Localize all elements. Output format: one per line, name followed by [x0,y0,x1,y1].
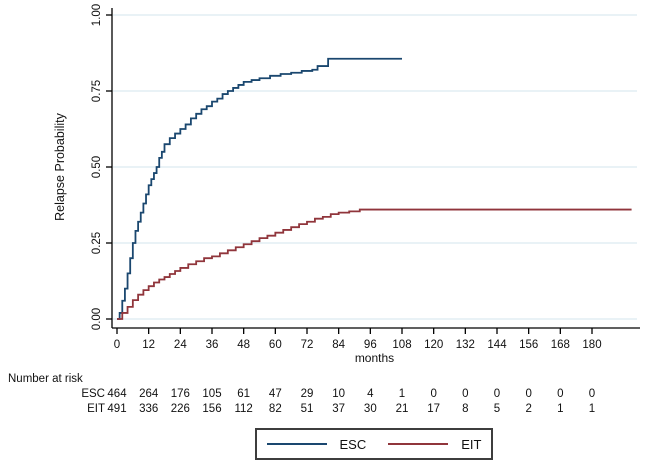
risk-value: 47 [268,388,282,400]
risk-table-title: Number at risk [8,373,83,385]
x-tick-label: 132 [456,339,475,351]
risk-value: 17 [427,403,441,415]
km-plot-svg: 0.00 0.25 0.50 0.75 1.00 0 12 24 36 48 60 72 84 96 108… [91,4,640,351]
esc-line-swatch [266,443,327,445]
legend: ESC EIT [255,428,493,460]
x-tick-label: 72 [301,339,314,351]
eit-curve [117,208,632,320]
eit-line-swatch [388,443,449,445]
x-tick-label: 24 [174,339,187,351]
risk-value: 112 [234,403,253,415]
risk-row-label: ESC [81,388,105,400]
risk-value: 61 [237,388,251,400]
legend-item-eit: EIT [388,437,481,452]
y-tick-label: 1.00 [91,4,103,26]
x-tick-label: 180 [582,339,601,351]
risk-value: 2 [525,403,532,415]
risk-value: 10 [332,388,346,400]
risk-value: 8 [462,403,469,415]
risk-value: 176 [170,388,190,400]
y-tick-label: 0.00 [91,308,103,330]
risk-value: 0 [430,388,437,400]
risk-row-label: EIT [87,403,105,415]
x-tick-label: 120 [424,339,443,351]
x-tick-label: 144 [487,339,507,351]
risk-value: 156 [202,403,222,415]
legend-item-esc: ESC [266,436,367,452]
risk-value: 21 [395,403,409,415]
risk-value: 82 [268,403,282,415]
legend-label-esc: ESC [339,436,367,452]
x-tick-label: 84 [332,339,345,351]
risk-value: 30 [363,403,377,415]
x-tick-label: 156 [519,339,538,351]
risk-value: 1 [557,403,564,415]
legend-label-eit: EIT [461,436,482,452]
x-tick-label: 36 [206,339,219,351]
y-tick-label: 0.50 [91,156,103,178]
x-tick-label: 96 [364,339,377,351]
risk-value: 464 [107,388,127,400]
risk-value: 0 [525,388,532,400]
risk-value: 105 [202,388,222,400]
risk-value: 0 [588,388,596,400]
x-tick-label: 60 [269,339,282,351]
risk-value: 37 [332,403,346,415]
risk-value: 0 [493,388,501,400]
x-tick-label: 0 [114,339,120,351]
x-tick-label: 12 [142,339,155,351]
x-tick-label: 48 [237,339,250,351]
risk-row-esc: ESC 464 264 176 105 61 47 29 10 4 1 0 0 0 0 0 0 [0,388,645,402]
risk-value: 226 [170,403,190,415]
risk-value: 29 [300,388,314,400]
risk-value: 0 [462,388,469,400]
risk-value: 4 [367,388,374,400]
risk-value: 1 [588,403,596,415]
x-tick-label: 168 [551,339,570,351]
esc-curve [117,57,402,320]
risk-value: 51 [300,403,314,415]
x-tick-label: 108 [392,339,411,351]
risk-value: 264 [139,388,159,400]
x-axis-title: months [354,351,395,365]
risk-value: 0 [557,388,564,400]
risk-value: 5 [493,403,501,415]
y-tick-label: 0.25 [91,232,103,254]
risk-row-eit: EIT 491 336 226 156 112 82 51 37 30 21 17 8 5 2 1 1 [0,403,645,417]
risk-value: 491 [107,403,127,415]
risk-value: 1 [398,388,406,400]
risk-value: 336 [139,403,159,415]
y-tick-label: 0.75 [91,80,103,102]
